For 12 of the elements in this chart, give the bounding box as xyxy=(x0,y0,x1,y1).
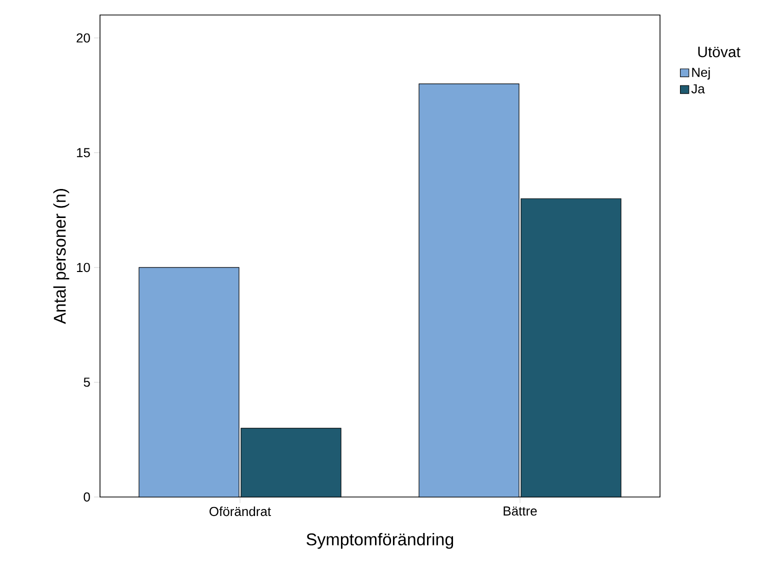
legend-label: Nej xyxy=(692,67,710,80)
legend-title: Utövat xyxy=(698,46,740,58)
x-axis-title: Symptomförändring xyxy=(306,532,454,549)
x-tick-label: Oförändrat xyxy=(210,506,271,516)
y-tick-label: 20 xyxy=(76,33,90,43)
y-tick-label: 15 xyxy=(76,148,90,158)
x-tick-label: Bättre xyxy=(504,506,537,516)
y-tick-label: 5 xyxy=(84,378,90,387)
legend-label: Ja xyxy=(691,84,705,94)
y-tick-label: 0 xyxy=(84,492,90,502)
y-tick-label: 10 xyxy=(76,262,90,272)
y-axis-title: Antal personer (n) xyxy=(53,189,70,324)
